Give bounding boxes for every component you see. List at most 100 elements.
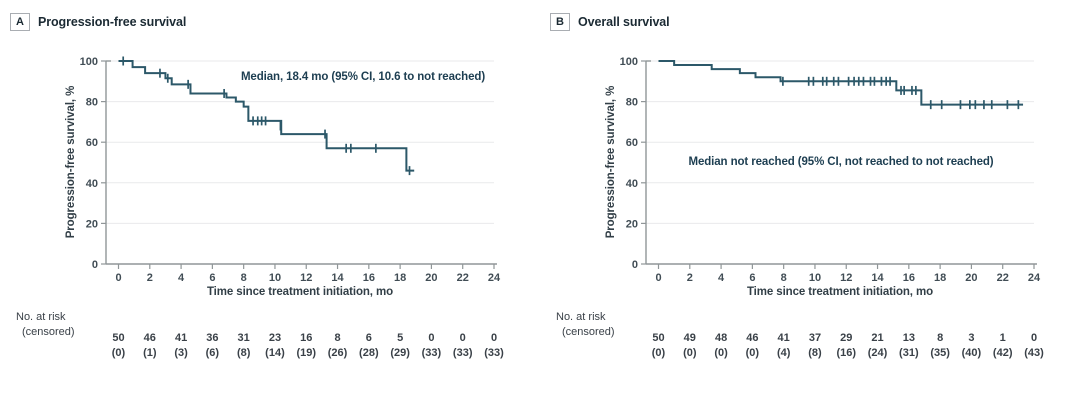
censored-count: (43): [1024, 347, 1044, 359]
censored-count: (16): [836, 347, 856, 359]
at-risk-count: 0: [1031, 332, 1037, 344]
censored-count: (8): [237, 347, 251, 359]
at-risk-count: 16: [300, 332, 312, 344]
censored-count: (4): [777, 347, 791, 359]
censored-label: (censored): [562, 326, 615, 338]
y-tick-label: 20: [626, 218, 638, 230]
at-risk-count: 41: [175, 332, 187, 344]
at-risk-count: 0: [460, 332, 466, 344]
y-tick-label: 100: [80, 56, 98, 68]
at-risk-count: 31: [238, 332, 250, 344]
y-tick-label: 40: [626, 178, 638, 190]
km-curve: [658, 60, 1024, 106]
censored-count: (19): [296, 347, 316, 359]
panel-a-title: Progression-free survival: [38, 15, 187, 29]
at-risk-count: 46: [144, 332, 156, 344]
y-tick-label: 80: [626, 97, 638, 109]
censored-count: (0): [112, 347, 126, 359]
panel-b-median-annotation: Median not reached (95% CI, not reached …: [688, 156, 994, 168]
x-tick-label: 6: [749, 272, 755, 284]
at-risk-count: 0: [428, 332, 434, 344]
y-tick-label: 20: [86, 218, 98, 230]
at-risk-count: 49: [684, 332, 696, 344]
censored-count: (6): [206, 347, 220, 359]
censored-count: (33): [484, 347, 504, 359]
censored-count: (0): [683, 347, 697, 359]
at-risk-count: 50: [112, 332, 124, 344]
x-tick-label: 0: [115, 272, 121, 284]
x-tick-label: 6: [209, 272, 215, 284]
at-risk-count: 8: [937, 332, 943, 344]
at-risk-count: 21: [871, 332, 883, 344]
at-risk-count: 1: [1000, 332, 1006, 344]
at-risk-count: 3: [968, 332, 974, 344]
x-tick-label: 16: [903, 272, 915, 284]
x-tick-label: 22: [997, 272, 1009, 284]
km-curve: [118, 60, 415, 172]
y-tick-label: 0: [632, 259, 638, 271]
panel-a: A Progression-free survival 0 20 40 60 80 100…: [10, 13, 504, 359]
x-tick-label: 22: [457, 272, 469, 284]
x-tick-label: 24: [488, 272, 501, 284]
x-tick-label: 16: [363, 272, 375, 284]
censored-count: (28): [359, 347, 379, 359]
at-risk-count: 23: [269, 332, 281, 344]
y-tick-label: 60: [626, 137, 638, 149]
censored-count: (42): [993, 347, 1013, 359]
at-risk-count: 0: [491, 332, 497, 344]
y-tick-label: 100: [620, 56, 638, 68]
at-risk-count: 6: [366, 332, 372, 344]
x-tick-label: 10: [809, 272, 821, 284]
censored-count: (35): [930, 347, 950, 359]
y-tick-label: 60: [86, 137, 98, 149]
at-risk-count: 29: [840, 332, 852, 344]
panel-a-median-annotation: Median, 18.4 mo (95% CI, 10.6 to not rea…: [240, 71, 486, 83]
no-at-risk-label: No. at risk: [556, 311, 606, 323]
panel-a-x-axis-title: Time since treatment initiation, mo: [206, 286, 394, 298]
at-risk-count: 37: [809, 332, 821, 344]
no-at-risk-label: No. at risk: [16, 311, 66, 323]
x-tick-label: 18: [394, 272, 406, 284]
censored-count: (3): [174, 347, 188, 359]
y-tick-label: 0: [92, 259, 98, 271]
censored-count: (8): [808, 347, 822, 359]
x-tick-label: 20: [425, 272, 437, 284]
x-tick-label: 20: [965, 272, 977, 284]
censored-count: (31): [899, 347, 919, 359]
y-tick-label: 40: [86, 178, 98, 190]
at-risk-count: 46: [746, 332, 758, 344]
censored-label: (censored): [22, 326, 75, 338]
panel-a-label-box: A: [10, 13, 30, 31]
censored-count: (1): [143, 347, 157, 359]
x-tick-label: 14: [871, 272, 884, 284]
x-tick-label: 10: [269, 272, 281, 284]
at-risk-count: 50: [652, 332, 664, 344]
censored-count: (29): [390, 347, 410, 359]
panel-a-header: A Progression-free survival: [10, 13, 186, 31]
at-risk-count: 13: [903, 332, 915, 344]
y-tick-label: 80: [86, 97, 98, 109]
x-tick-label: 0: [655, 272, 661, 284]
x-tick-label: 12: [840, 272, 852, 284]
panel-a-y-axis-title: Progression-free survival, %: [65, 85, 77, 239]
x-tick-label: 8: [241, 272, 247, 284]
censored-count: (0): [746, 347, 760, 359]
censored-count: (33): [453, 347, 473, 359]
at-risk-count: 48: [715, 332, 727, 344]
x-tick-label: 8: [781, 272, 787, 284]
censored-count: (26): [328, 347, 348, 359]
x-tick-label: 4: [718, 272, 725, 284]
panel-b: B Overall survival 0 20 40 60 80 100 0 2 4 6 8 10 12…: [540, 0, 1080, 400]
panel-b-y-axis-title: Progression-free survival, %: [605, 85, 617, 239]
at-risk-count: 36: [206, 332, 218, 344]
panel-b-x-axis-title: Time since treatment initiation, mo: [746, 286, 934, 298]
at-risk-count: 5: [397, 332, 403, 344]
censored-count: (33): [422, 347, 442, 359]
panel-b-label-box: B: [550, 13, 570, 31]
x-tick-label: 4: [178, 272, 185, 284]
censored-count: (0): [652, 347, 666, 359]
censored-count: (24): [868, 347, 888, 359]
